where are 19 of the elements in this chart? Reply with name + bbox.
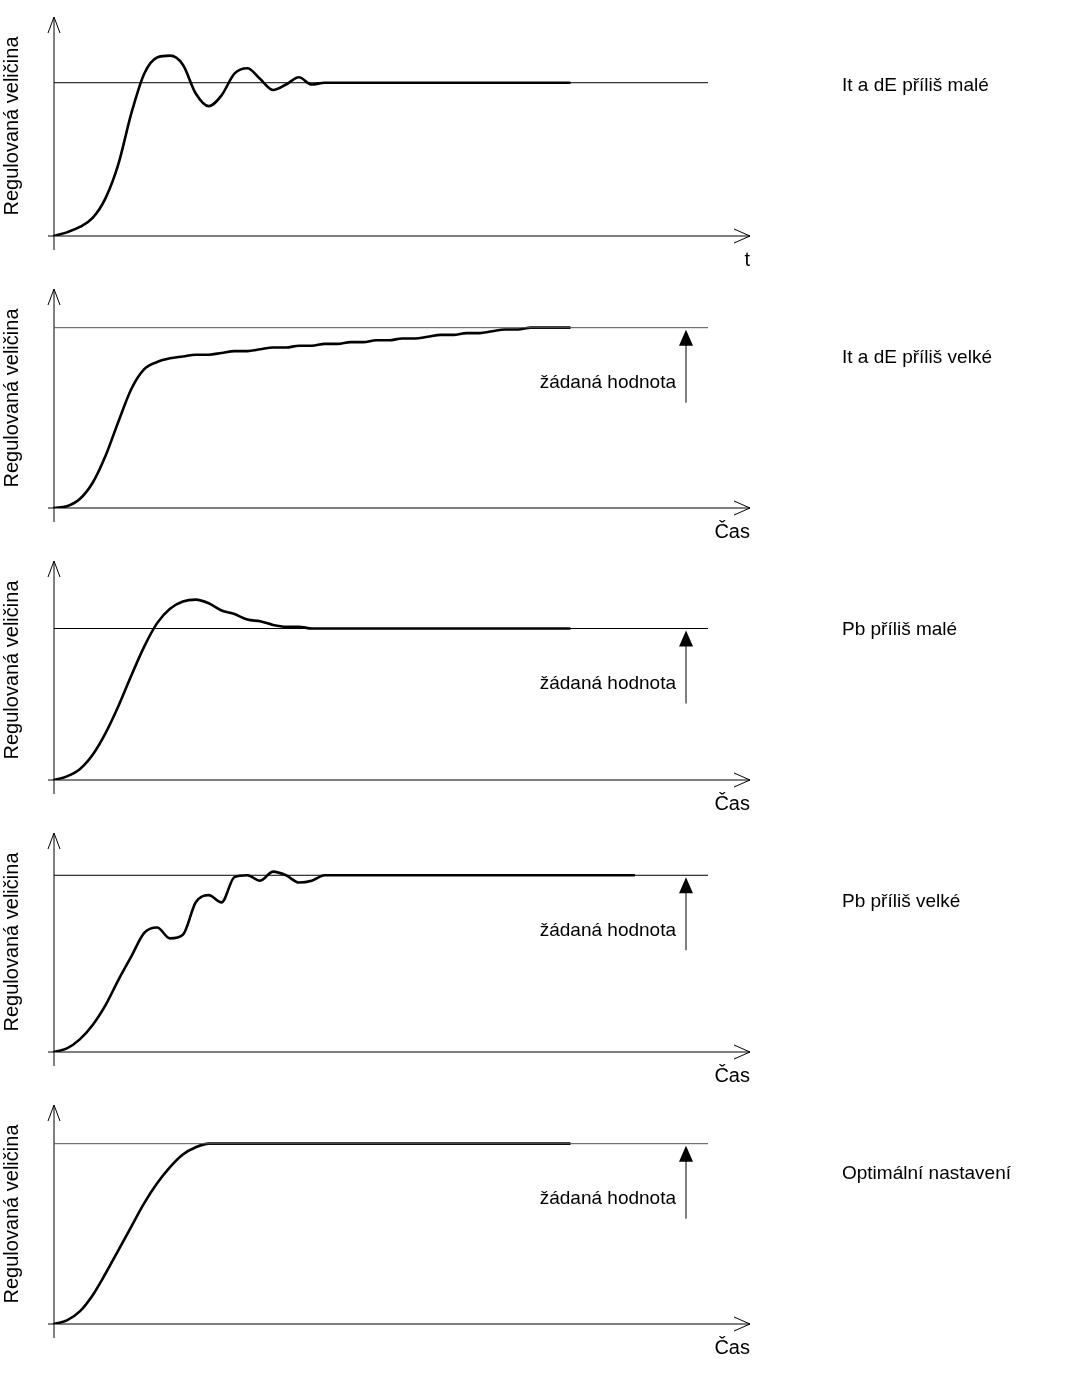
annotation: žádaná hodnota [539,370,677,392]
x-axis-title: Čas [714,1063,750,1086]
x-axis-title: Čas [714,519,750,542]
y-axis-title: Regulovaná veličina [0,307,22,488]
annotation: žádaná hodnota [539,1186,677,1208]
text: Pb příliš velké [842,890,961,912]
x-axis-title: t [744,247,751,270]
annotation: žádaná hodnota [539,671,677,693]
text: Pb příliš malé [842,618,958,640]
text: It a dE příliš malé [842,74,989,96]
text: Optimální nastavení [842,1162,1012,1184]
x-axis-title: Čas [714,791,750,814]
y-axis-title: Regulovaná veličina [0,1123,22,1304]
y-axis-title: Regulovaná veličina [0,35,22,216]
y-axis-title: Regulovaná veličina [0,579,22,760]
y-axis-title: Regulovaná veličina [0,851,22,1032]
annotation: žádaná hodnota [539,918,677,940]
x-axis-title: Čas [714,1335,750,1358]
text: It a dE příliš velké [842,346,992,368]
